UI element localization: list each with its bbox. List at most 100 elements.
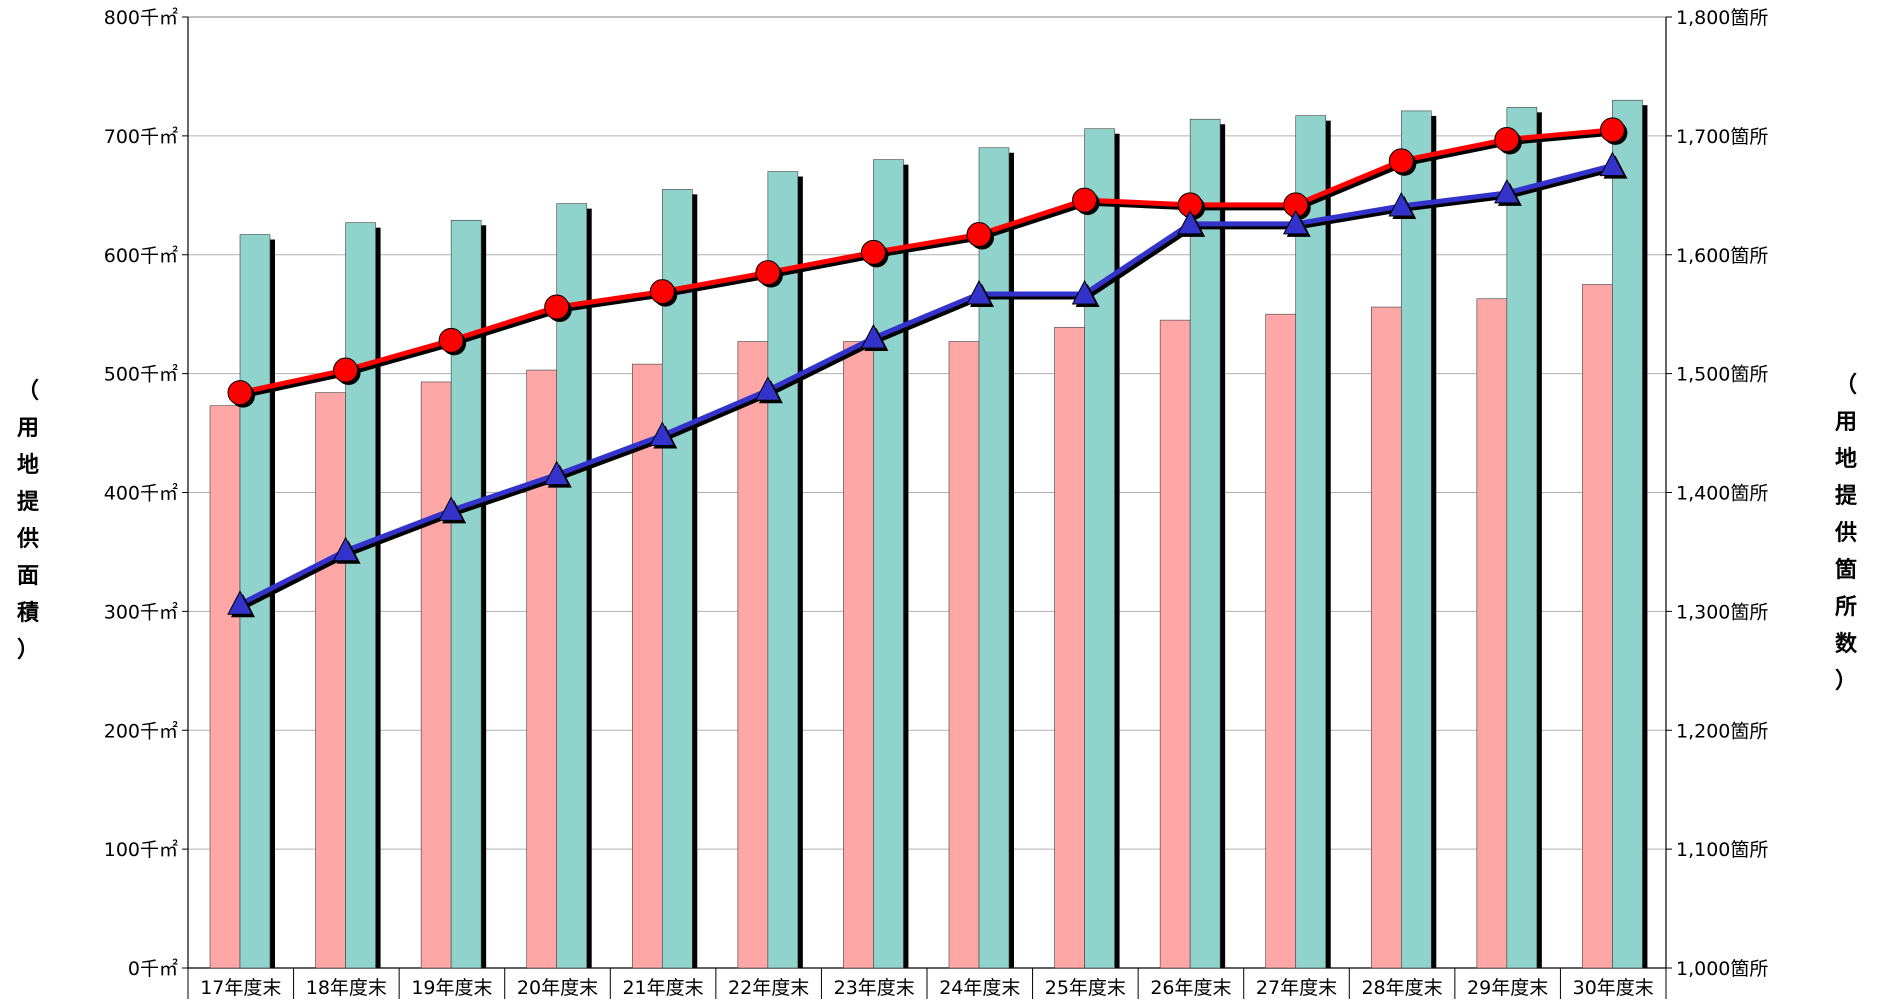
x-axis-tick-label: 28年度末 [1361,977,1442,999]
left-axis-tick-label: 700千㎡ [104,125,178,148]
left-axis-title-char: 面 [17,564,39,589]
right-axis-title-char: 供 [1834,520,1857,546]
point-circle [860,239,886,265]
x-axis-tick-label: 26年度末 [1150,977,1231,999]
left-axis-title-char: 積 [17,601,40,626]
bar-area-2 [1612,99,1643,969]
right-axis-tick-label: 1,800箇所 [1676,7,1768,29]
left-axis-tick-label: 600千㎡ [104,244,178,267]
x-axis-tick-label: 22年度末 [728,977,809,999]
bar-area [209,405,241,969]
bar-area [1582,284,1613,969]
left-axis-tick-label: 300千㎡ [104,600,178,623]
x-axis-tick-label: 21年度末 [622,977,703,999]
point-triangle [1388,191,1415,217]
point-circle [438,327,464,353]
point-triangle [755,376,781,401]
right-axis-title-char: 所 [1835,595,1857,620]
x-axis-tick-label: 20年度末 [517,977,598,999]
bar-area [420,381,452,969]
right-axis-title-char: 数 [1835,631,1858,657]
bar-area-2 [1506,107,1538,969]
point-circle [1072,187,1098,213]
point-circle [1599,117,1625,143]
point-triangle [1071,279,1098,305]
right-axis-title-char: 箇 [1835,557,1857,583]
right-axis-title-char: 地 [1835,447,1857,472]
x-axis-tick-label: 18年度末 [306,977,387,999]
bar-area-2 [1295,115,1327,969]
right-axis-title-char: ） [1835,669,1857,694]
x-axis-tick-label: 24年度末 [939,977,1020,999]
left-axis-title-char: ） [17,638,39,663]
x-axis-tick-label: 17年度末 [200,977,281,999]
right-axis-title-char: 提 [1835,483,1858,509]
bar-area-2 [661,189,693,969]
bar-area [948,341,980,969]
point-triangle [1599,151,1626,177]
left-axis-tick-label: 800千㎡ [104,6,178,29]
bar-area [1265,313,1297,969]
bar-area [315,392,346,969]
right-axis-tick-label: 1,200箇所 [1676,720,1768,742]
point-triangle [332,536,359,562]
x-axis-tick-label: 23年度末 [834,977,915,999]
left-axis-tick-label: 0千㎡ [128,957,178,980]
bar-area [526,369,558,969]
point-circle [966,222,992,248]
bar-area-2 [1400,110,1432,969]
left-axis-tick-label: 400千㎡ [104,482,178,505]
bar-area-2 [767,171,799,969]
bar-area [1476,298,1508,969]
bar-area-2 [978,147,1010,969]
bar-area [1054,326,1085,969]
bar-area [1159,319,1191,969]
x-axis-tick-label: 19年度末 [411,977,492,999]
point-triangle [649,421,676,446]
bar-area [631,363,663,969]
bar-area-2 [1189,118,1221,969]
point-triangle [543,460,570,486]
x-axis-tick-label: 25年度末 [1045,977,1126,999]
left-axis-title-char: （ [17,379,39,404]
left-axis-tick-label: 500千㎡ [104,363,178,386]
point-triangle [1494,178,1520,204]
right-axis-tick-label: 1,600箇所 [1676,245,1768,267]
bar-area [843,341,874,969]
bar-area-2 [873,159,904,969]
right-axis-tick-label: 1,100箇所 [1676,839,1768,861]
right-axis-tick-label: 1,000箇所 [1676,958,1768,980]
point-triangle [1282,209,1309,235]
right-axis-title-char: （ [1835,373,1857,398]
bar-area-2 [556,203,588,969]
left-axis-title-char: 供 [16,526,39,552]
point-triangle [966,279,992,305]
bar-area-2 [1084,128,1115,969]
right-axis-tick-label: 1,500箇所 [1676,364,1768,386]
right-axis-tick-label: 1,300箇所 [1676,601,1768,623]
point-triangle [227,590,253,615]
point-triangle [860,323,887,349]
point-circle [755,260,781,286]
x-axis-tick-label: 27年度末 [1256,977,1337,999]
bar-area-2 [345,222,376,969]
right-axis-tick-label: 1,700箇所 [1676,126,1768,148]
left-axis-title-char: 用 [17,416,39,441]
point-circle [649,279,675,305]
left-axis-title-char: 提 [17,489,40,515]
point-triangle [438,496,464,521]
point-circle [1494,126,1520,152]
x-axis-tick-label: 30年度末 [1573,977,1654,999]
line-count-red [239,127,1613,396]
x-axis-tick-label: 29年度末 [1467,977,1548,999]
bar-area [1370,306,1402,969]
right-axis-tick-label: 1,400箇所 [1676,483,1768,505]
left-axis-tick-label: 200千㎡ [104,719,178,742]
bar-area [737,341,769,969]
left-axis-title-char: 地 [17,453,39,478]
point-triangle [1177,209,1203,235]
line-shadow [242,130,1616,399]
point-circle [227,380,253,406]
point-circle [333,357,359,383]
